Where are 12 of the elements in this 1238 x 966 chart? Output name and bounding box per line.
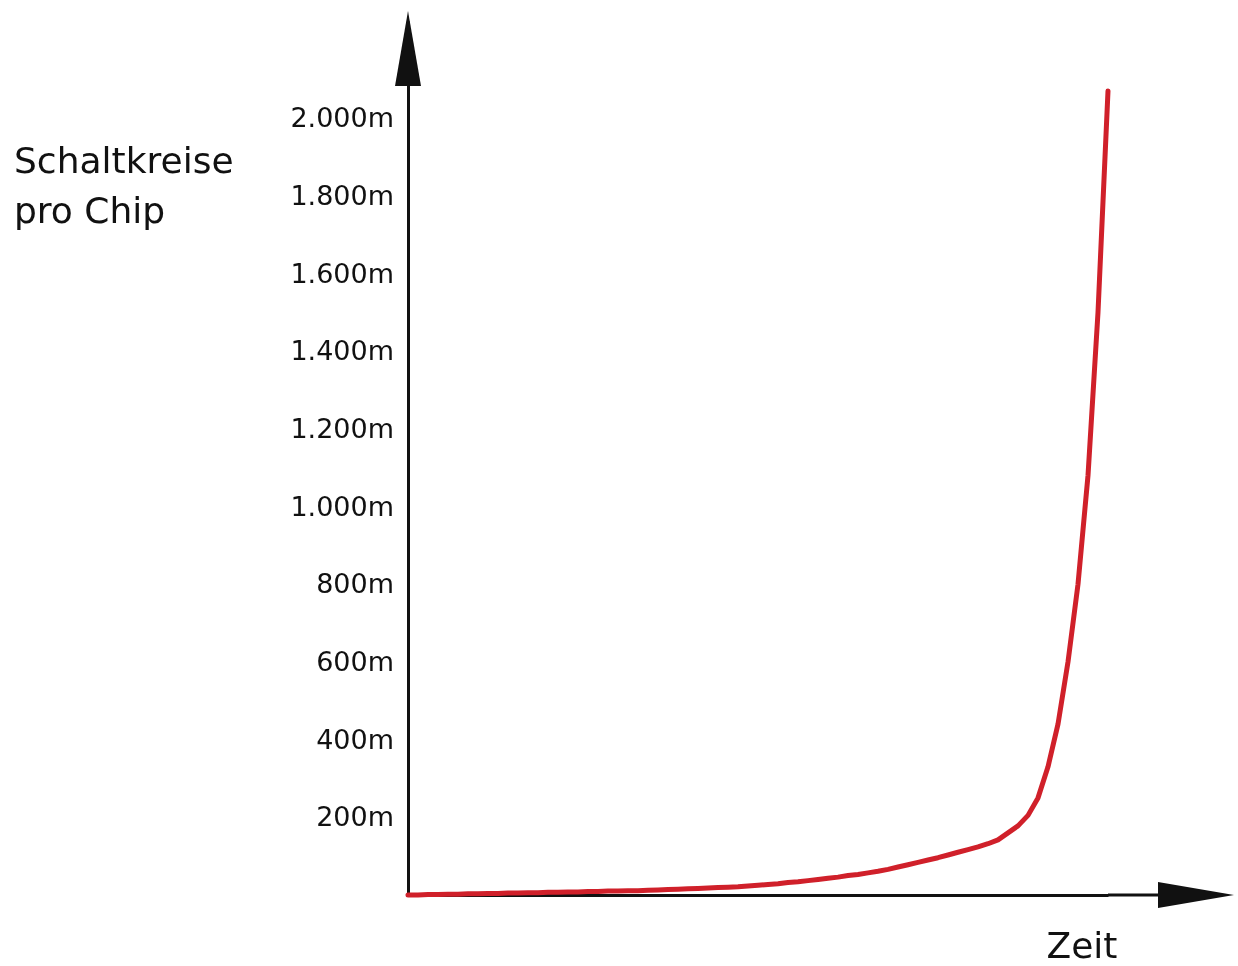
y-tick-label: 1.000m [290,490,394,522]
y-axis-title: Schaltkreise pro Chip [14,140,234,231]
y-tick-label: 600m [316,646,394,678]
y-tick-label: 1.200m [290,413,394,445]
y-tick-label: 1.800m [290,179,394,211]
y-tick-label: 1.400m [290,335,394,367]
y-tick-label: 200m [316,801,394,833]
y-tick-label: 2.000m [290,102,394,134]
y-tick-label: 1.600m [290,257,394,289]
y-tick-label: 800m [316,568,394,600]
x-axis-title: Zeit [1046,925,1118,966]
y-tick-label: 400m [316,723,394,755]
